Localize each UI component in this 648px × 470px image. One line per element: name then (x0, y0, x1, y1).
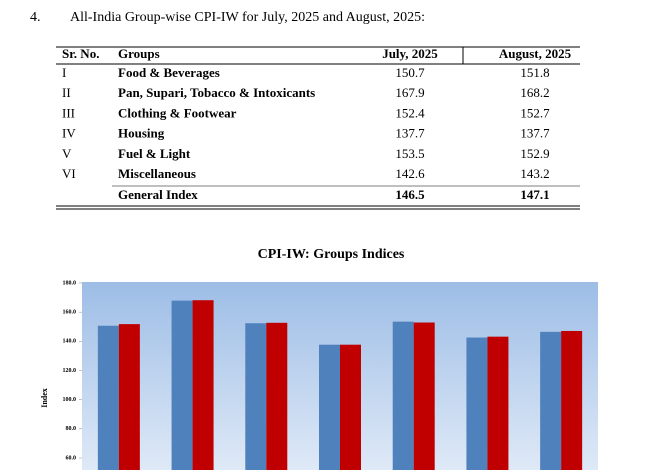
column-header: Groups (118, 46, 160, 61)
y-tick-label: 100.0 (63, 397, 77, 403)
total-value: 146.5 (395, 187, 425, 202)
bar (245, 323, 267, 470)
chart: 60.0 80.0 100.0 120.0 140.0 160.0 180.0 (63, 280, 583, 470)
table-cell: VI (62, 166, 76, 181)
table-cell: Miscellaneous (118, 166, 196, 181)
total-label: General Index (118, 187, 198, 202)
bar (319, 344, 340, 470)
table-cell: 137.7 (520, 126, 550, 141)
table-cell: 151.8 (520, 65, 549, 80)
table-cell: Housing (118, 126, 165, 141)
column-header: Sr. No. (62, 46, 99, 61)
table-cell: 152.9 (520, 146, 549, 161)
table-cell: V (62, 146, 72, 161)
bar (466, 337, 488, 470)
column-header: July, 2025 (382, 46, 438, 61)
section-number: 4. (30, 10, 41, 25)
table-cell: Pan, Supari, Tobacco & Intoxicants (118, 85, 315, 100)
table-cell: 153.5 (395, 146, 424, 161)
table-cell: I (62, 65, 66, 80)
table-cell: Food & Beverages (118, 65, 220, 80)
bar (392, 321, 414, 470)
table-cell: II (62, 85, 71, 100)
table-cell: 152.7 (520, 105, 550, 120)
table-cell: Clothing & Footwear (118, 105, 237, 120)
chart-title: CPI-IW: Groups Indices (258, 247, 405, 262)
bar (266, 322, 288, 470)
bar (118, 324, 140, 470)
table-cell: 137.7 (395, 126, 425, 141)
table-cell: 150.7 (395, 65, 425, 80)
bar (561, 330, 583, 470)
bar (340, 344, 361, 470)
y-tick-label: 120.0 (63, 368, 77, 374)
bar (171, 300, 193, 470)
table-cell: III (62, 105, 75, 120)
y-tick-label: 180.0 (63, 280, 77, 286)
table-cell: 152.4 (395, 105, 425, 120)
table-cell: 142.6 (395, 166, 425, 181)
table-cell: 168.2 (520, 85, 549, 100)
table-cell: 143.2 (520, 166, 549, 181)
bar (413, 322, 435, 470)
table-cell: Fuel & Light (118, 146, 191, 161)
table-cell: IV (62, 126, 76, 141)
total-value: 147.1 (520, 187, 549, 202)
y-tick-label: 60.0 (66, 455, 77, 461)
bar (97, 325, 119, 470)
column-header: August, 2025 (499, 46, 572, 61)
y-axis-label: Index (40, 388, 49, 408)
y-tick-label: 160.0 (63, 310, 77, 316)
bar (192, 300, 214, 470)
y-tick-label: 80.0 (66, 426, 77, 432)
table-cell: 167.9 (395, 85, 424, 100)
bar (540, 331, 562, 470)
bar (487, 336, 509, 470)
section-title: All-India Group-wise CPI-IW for July, 20… (70, 10, 425, 25)
y-tick-label: 140.0 (63, 339, 77, 345)
